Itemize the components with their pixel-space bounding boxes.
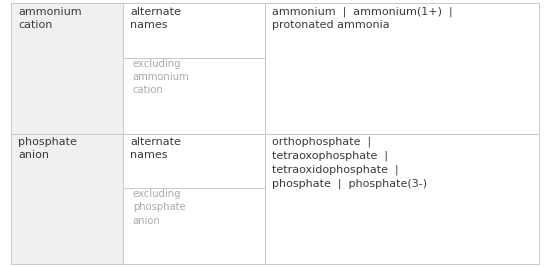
Text: alternate
names: alternate names [130, 7, 181, 30]
Bar [123, 58, 265, 134]
Bar [123, 3, 265, 58]
Text: excluding
phosphate
anion: excluding phosphate anion [133, 189, 185, 226]
Text: phosphate
anion: phosphate anion [18, 137, 77, 160]
Text: excluding
ammonium
cation: excluding ammonium cation [133, 59, 189, 95]
Bar [123, 188, 265, 264]
Bar [265, 134, 539, 264]
Bar [123, 134, 265, 188]
Text: alternate
names: alternate names [130, 137, 181, 160]
Bar [11, 3, 123, 134]
Text: ammonium
cation: ammonium cation [18, 7, 82, 30]
Text: orthophosphate  |
tetraoxophosphate  |
tetraoxidophosphate  |
phosphate  |  phos: orthophosphate | tetraoxophosphate | tet… [272, 137, 427, 189]
Bar [265, 3, 539, 134]
Text: ammonium  |  ammonium(1+)  |
protonated ammonia: ammonium | ammonium(1+) | protonated amm… [272, 7, 453, 30]
Bar [11, 134, 123, 264]
